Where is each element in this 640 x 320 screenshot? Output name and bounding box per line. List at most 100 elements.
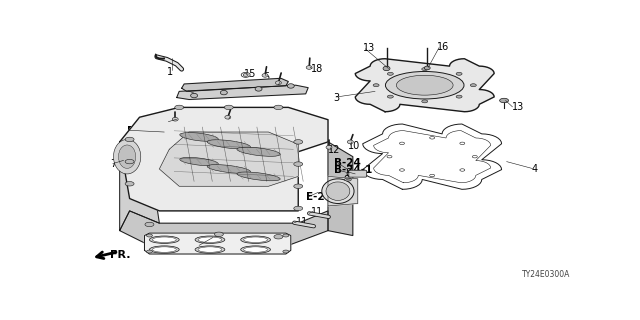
- Text: 1: 1: [167, 67, 173, 77]
- Ellipse shape: [214, 232, 223, 236]
- Text: 9: 9: [343, 175, 349, 185]
- Text: E-2: E-2: [306, 192, 324, 202]
- Polygon shape: [182, 78, 288, 92]
- Ellipse shape: [237, 147, 280, 156]
- Text: 4: 4: [531, 164, 538, 174]
- Polygon shape: [120, 108, 328, 211]
- Ellipse shape: [326, 182, 350, 200]
- Ellipse shape: [326, 146, 332, 149]
- Ellipse shape: [237, 172, 280, 181]
- Ellipse shape: [287, 84, 294, 88]
- Ellipse shape: [294, 184, 303, 188]
- Ellipse shape: [322, 179, 354, 204]
- Text: 11: 11: [310, 207, 323, 217]
- Polygon shape: [363, 124, 502, 189]
- Text: B-24-1: B-24-1: [334, 165, 372, 175]
- Text: 5: 5: [264, 72, 270, 82]
- Text: 16: 16: [437, 42, 449, 52]
- Polygon shape: [328, 176, 358, 206]
- Polygon shape: [120, 211, 328, 245]
- Ellipse shape: [180, 132, 218, 141]
- Text: 8: 8: [346, 168, 351, 178]
- Ellipse shape: [241, 236, 271, 244]
- Text: 11: 11: [296, 217, 308, 227]
- Polygon shape: [328, 142, 353, 236]
- Ellipse shape: [294, 162, 303, 166]
- Ellipse shape: [470, 84, 476, 87]
- Ellipse shape: [399, 142, 404, 145]
- Ellipse shape: [396, 75, 453, 95]
- Ellipse shape: [241, 72, 250, 77]
- Ellipse shape: [274, 105, 283, 110]
- Ellipse shape: [387, 156, 392, 158]
- Ellipse shape: [383, 66, 390, 71]
- Ellipse shape: [198, 237, 222, 243]
- Text: 13: 13: [511, 102, 524, 112]
- Ellipse shape: [429, 174, 435, 177]
- Text: 10: 10: [348, 140, 360, 151]
- Ellipse shape: [150, 236, 179, 244]
- Ellipse shape: [244, 247, 268, 252]
- Text: 7: 7: [110, 159, 116, 169]
- Ellipse shape: [387, 72, 394, 75]
- Polygon shape: [355, 59, 494, 112]
- Text: 12: 12: [328, 145, 340, 155]
- Ellipse shape: [195, 236, 225, 244]
- Ellipse shape: [225, 105, 233, 110]
- Ellipse shape: [152, 237, 176, 243]
- Ellipse shape: [175, 105, 184, 110]
- Polygon shape: [159, 132, 298, 186]
- Ellipse shape: [118, 145, 136, 168]
- Ellipse shape: [195, 246, 225, 253]
- Text: TY24E0300A: TY24E0300A: [522, 270, 570, 279]
- Ellipse shape: [255, 87, 262, 91]
- Text: 10: 10: [227, 115, 239, 125]
- Ellipse shape: [198, 247, 222, 252]
- Text: 14: 14: [164, 117, 177, 127]
- Ellipse shape: [147, 234, 152, 237]
- Ellipse shape: [241, 246, 271, 253]
- Ellipse shape: [460, 142, 465, 145]
- Ellipse shape: [125, 159, 134, 164]
- Text: E-8: E-8: [127, 126, 146, 136]
- Ellipse shape: [113, 140, 141, 174]
- Ellipse shape: [145, 222, 154, 227]
- Ellipse shape: [294, 140, 303, 144]
- Ellipse shape: [283, 234, 289, 237]
- Ellipse shape: [150, 246, 179, 253]
- Ellipse shape: [274, 235, 283, 239]
- Ellipse shape: [275, 81, 282, 84]
- Ellipse shape: [460, 169, 465, 171]
- Ellipse shape: [220, 90, 227, 95]
- Ellipse shape: [147, 250, 152, 253]
- Ellipse shape: [399, 169, 404, 171]
- Ellipse shape: [472, 156, 477, 158]
- Ellipse shape: [180, 157, 218, 166]
- Text: 17: 17: [276, 80, 288, 90]
- Ellipse shape: [244, 237, 268, 243]
- Ellipse shape: [344, 178, 351, 181]
- Ellipse shape: [348, 140, 353, 144]
- Ellipse shape: [207, 140, 250, 149]
- Ellipse shape: [456, 72, 462, 75]
- Ellipse shape: [243, 73, 248, 76]
- Ellipse shape: [294, 206, 303, 211]
- Ellipse shape: [207, 164, 250, 173]
- Polygon shape: [177, 85, 308, 100]
- Text: 2: 2: [209, 234, 215, 244]
- Ellipse shape: [283, 250, 289, 253]
- Text: 6: 6: [184, 86, 190, 96]
- Ellipse shape: [387, 95, 394, 98]
- Ellipse shape: [429, 137, 435, 139]
- Ellipse shape: [456, 95, 462, 98]
- Polygon shape: [120, 124, 159, 231]
- Ellipse shape: [172, 117, 178, 121]
- Ellipse shape: [306, 66, 312, 69]
- Ellipse shape: [373, 84, 379, 87]
- Text: FR.: FR.: [110, 250, 131, 260]
- Ellipse shape: [385, 71, 464, 99]
- Ellipse shape: [191, 93, 198, 98]
- Ellipse shape: [125, 181, 134, 186]
- Ellipse shape: [225, 116, 231, 119]
- Ellipse shape: [262, 74, 268, 77]
